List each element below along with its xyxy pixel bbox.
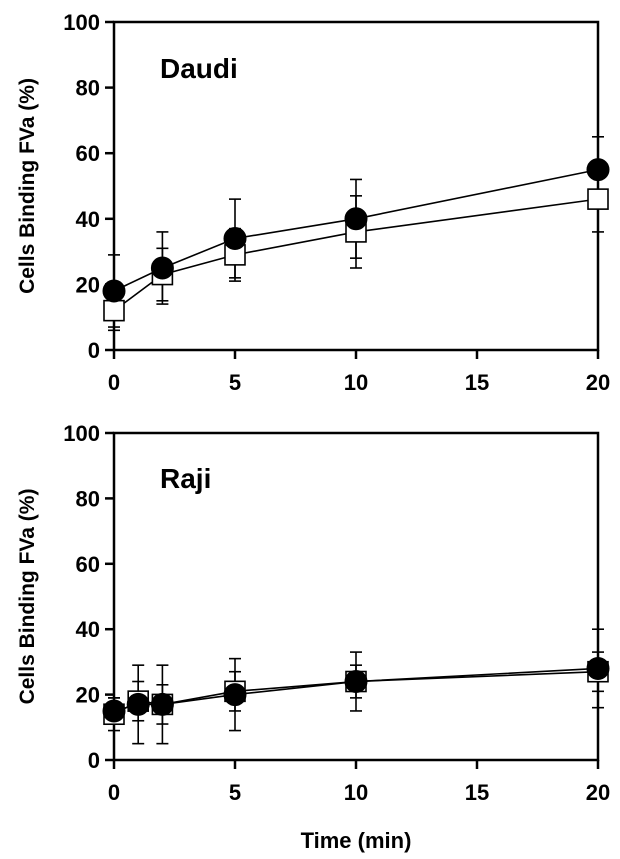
y-tick-label: 80 [76, 76, 100, 101]
data-point-circle [223, 226, 247, 250]
y-tick-label: 60 [76, 552, 100, 577]
raji-panel: 0 20 40 60 80 100 0 5 10 15 20 Cells Binding FVa (%… [16, 421, 610, 853]
y-tick-label: 80 [76, 486, 100, 511]
daudi-panel: 0 20 40 60 80 100 0 5 10 15 20 Cells Binding FVa (%… [16, 10, 610, 395]
data-point-square [587, 188, 609, 210]
data-point-circle [344, 670, 368, 694]
x-tick-label: 20 [586, 370, 610, 395]
y-tick-label: 0 [88, 338, 100, 363]
data-point-square [103, 299, 125, 322]
data-point-circle [586, 158, 610, 182]
x-tick-label: 0 [108, 370, 120, 395]
y-tick-label: 60 [76, 141, 100, 166]
data-point-circle [223, 683, 247, 707]
x-tick-label: 10 [344, 370, 368, 395]
x-axis-label: Time (min) [301, 828, 412, 853]
panel-title: Raji [160, 463, 211, 494]
y-tick-label: 20 [76, 683, 100, 708]
data-point-circle [126, 692, 150, 716]
y-tick-label: 100 [63, 421, 100, 446]
y-tick-label: 40 [76, 207, 100, 232]
x-tick-label: 20 [586, 780, 610, 805]
x-tick-label: 10 [344, 780, 368, 805]
y-tick-label: 100 [63, 10, 100, 35]
data-point-circle [344, 207, 368, 231]
x-tick-label: 5 [229, 370, 241, 395]
data-point-circle [102, 699, 126, 723]
x-tick-label: 15 [465, 780, 489, 805]
data-point-circle [150, 256, 174, 280]
x-tick-label: 5 [229, 780, 241, 805]
x-tick-label: 15 [465, 370, 489, 395]
data-point-circle [586, 656, 610, 680]
y-tick-label: 40 [76, 617, 100, 642]
panel-title: Daudi [160, 53, 238, 84]
data-point-circle [102, 279, 126, 303]
y-axis-label: Cells Binding FVa (%) [16, 489, 39, 705]
x-tick-label: 0 [108, 780, 120, 805]
data-point-circle [150, 692, 174, 716]
y-axis-label: Cells Binding FVa (%) [16, 78, 39, 294]
y-tick-label: 0 [88, 748, 100, 773]
y-tick-label: 20 [76, 272, 100, 297]
